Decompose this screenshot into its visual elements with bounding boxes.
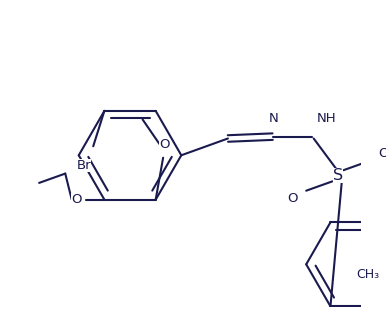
Text: O: O: [287, 192, 298, 205]
Text: O: O: [378, 147, 386, 160]
Text: N: N: [269, 113, 278, 125]
Text: S: S: [333, 168, 343, 183]
Text: NH: NH: [317, 113, 336, 125]
Text: O: O: [159, 138, 169, 151]
Text: Br: Br: [76, 159, 91, 172]
Text: O: O: [71, 193, 82, 206]
Text: CH₃: CH₃: [356, 268, 379, 281]
